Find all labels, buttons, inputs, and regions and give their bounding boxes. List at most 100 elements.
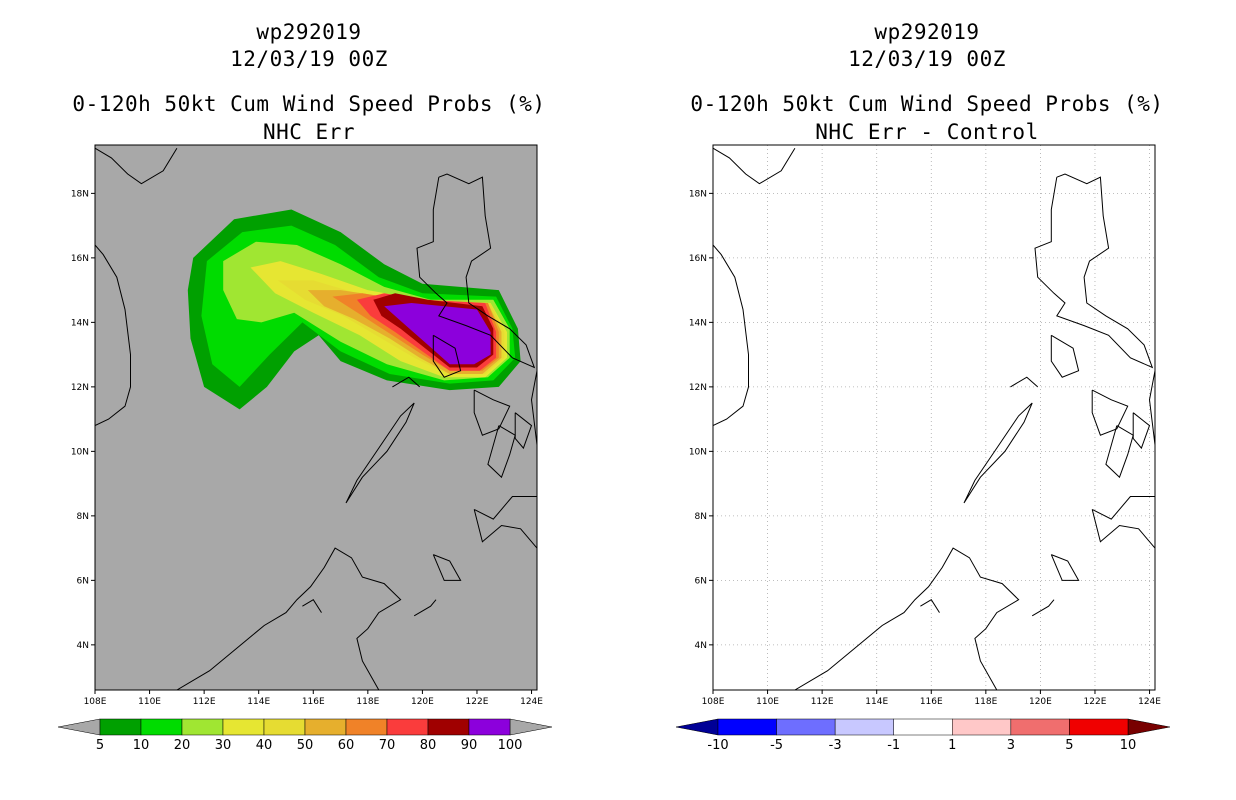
y-tick-label: 4N xyxy=(77,641,89,651)
plot-frame xyxy=(712,144,1156,691)
x-tick-label: 118E xyxy=(974,697,997,707)
right-product-title: 0-120h 50kt Cum Wind Speed Probs (%) xyxy=(690,92,1164,116)
colorbar-upper-extend xyxy=(509,718,553,736)
left-panel: wp292019 12/03/19 00Z 0-120h 50kt Cum Wi… xyxy=(57,20,553,753)
coastline-9 xyxy=(530,370,537,445)
right-storm-id: wp292019 xyxy=(874,20,980,44)
colorbar-swatch xyxy=(468,718,511,736)
colorbar-lower-extend xyxy=(675,718,719,736)
colorbar-swatch xyxy=(181,718,224,736)
colorbar-label: 80 xyxy=(420,738,437,753)
y-tick-label: 12N xyxy=(689,383,707,393)
colorbar-label: -10 xyxy=(707,738,728,753)
colorbar-swatch xyxy=(952,718,1012,736)
colorbar-label: 10 xyxy=(1120,738,1137,753)
coastline-11 xyxy=(1050,554,1080,581)
coastline-1 xyxy=(713,147,796,185)
colorbar-swatch xyxy=(99,718,142,736)
coastline-10 xyxy=(1091,496,1155,549)
y-tick-label: 10N xyxy=(71,447,89,457)
y-tick-label: 6N xyxy=(695,576,707,586)
x-tick-label: 124E xyxy=(1138,697,1161,707)
coastline-2 xyxy=(1010,376,1039,388)
x-tick-label: 114E xyxy=(247,697,270,707)
map-layers xyxy=(95,147,537,690)
colorbar-label: 70 xyxy=(379,738,396,753)
colorbar-swatch xyxy=(304,718,347,736)
y-tick-label: 16N xyxy=(71,254,89,264)
coastline-5 xyxy=(1050,334,1080,378)
colorbar-swatch xyxy=(140,718,183,736)
right-difference-map: 108E 110E 112E 114E 116E 118E 120E 122E 124E 4N 6N… xyxy=(675,144,1171,753)
right-subtitle: NHC Err - Control xyxy=(815,120,1039,144)
right-panel: wp292019 12/03/19 00Z 0-120h 50kt Cum Wi… xyxy=(618,0,1236,800)
y-tick-label: 4N xyxy=(695,641,707,651)
colorbar-label: 100 xyxy=(498,738,523,753)
x-tick-label: 108E xyxy=(702,697,725,707)
coastline-4 xyxy=(416,173,536,369)
coastline-9 xyxy=(1148,370,1155,445)
colorbar-label: 20 xyxy=(174,738,191,753)
coastline-12 xyxy=(176,547,402,690)
x-tick-label: 110E xyxy=(138,697,161,707)
coastline-7 xyxy=(487,425,516,479)
coastline-10 xyxy=(473,496,537,549)
plot-frame xyxy=(94,144,538,691)
x-tick-label: 108E xyxy=(84,697,107,707)
left-probability-map: 108E 110E 112E 114E 116E 118E 120E 122E 124E 4N 6N… xyxy=(57,144,553,753)
coastline-3 xyxy=(963,402,1033,504)
colorbar-upper-extend xyxy=(1127,718,1171,736)
left-product-title: 0-120h 50kt Cum Wind Speed Probs (%) xyxy=(72,92,546,116)
map-background xyxy=(713,145,1155,690)
x-tick-label: 120E xyxy=(411,697,434,707)
colorbar-label: 5 xyxy=(1065,738,1073,753)
coastline-8 xyxy=(514,412,533,450)
colorbar-swatch xyxy=(222,718,265,736)
y-tick-label: 14N xyxy=(71,318,89,328)
y-tick-label: 6N xyxy=(77,576,89,586)
coastline-6 xyxy=(1091,389,1129,436)
colorbar-swatch xyxy=(776,718,836,736)
colorbar-label: 30 xyxy=(215,738,232,753)
coastline-3 xyxy=(345,402,415,504)
coastline-4 xyxy=(1034,173,1154,369)
colorbar-label: -3 xyxy=(829,738,842,753)
x-tick-label: 116E xyxy=(302,697,325,707)
x-tick-label: 120E xyxy=(1029,697,1052,707)
coastline-7 xyxy=(1105,425,1134,479)
y-tick-label: 10N xyxy=(689,447,707,457)
y-tick-label: 8N xyxy=(77,512,89,522)
colorbar-label: 40 xyxy=(256,738,273,753)
y-tick-label: 12N xyxy=(71,383,89,393)
y-tick-label: 8N xyxy=(695,512,707,522)
coastline-14 xyxy=(920,599,940,613)
coastline-14 xyxy=(302,599,322,613)
coastline-0 xyxy=(713,244,749,427)
coastline-6 xyxy=(473,389,511,436)
colorbar-label: 50 xyxy=(297,738,314,753)
colorbar-label: -5 xyxy=(770,738,783,753)
colorbar-swatch xyxy=(427,718,470,736)
left-subtitle: NHC Err xyxy=(262,120,355,144)
colorbar-swatch xyxy=(1010,718,1070,736)
x-tick-label: 116E xyxy=(920,697,943,707)
x-tick-label: 112E xyxy=(193,697,216,707)
colorbar-label: 60 xyxy=(338,738,355,753)
colorbar-label: -1 xyxy=(887,738,900,753)
colorbar-label: 10 xyxy=(133,738,150,753)
coastline-12 xyxy=(794,547,1020,690)
colorbar-swatch xyxy=(1069,718,1129,736)
colorbar-lower-extend xyxy=(57,718,101,736)
colorbar: -10 -5 -3 -1 1 3 5 10 xyxy=(675,718,1171,753)
colorbar-label: 5 xyxy=(96,738,104,753)
colorbar-label: 3 xyxy=(1007,738,1015,753)
y-tick-label: 14N xyxy=(689,318,707,328)
coastline-11 xyxy=(432,554,462,581)
colorbar-label: 90 xyxy=(461,738,478,753)
colorbar-swatch xyxy=(717,718,777,736)
coastline-13 xyxy=(1031,599,1055,617)
left-storm-id: wp292019 xyxy=(256,20,362,44)
colorbar-swatch xyxy=(386,718,429,736)
coastline-0 xyxy=(95,244,131,427)
x-tick-label: 122E xyxy=(466,697,489,707)
